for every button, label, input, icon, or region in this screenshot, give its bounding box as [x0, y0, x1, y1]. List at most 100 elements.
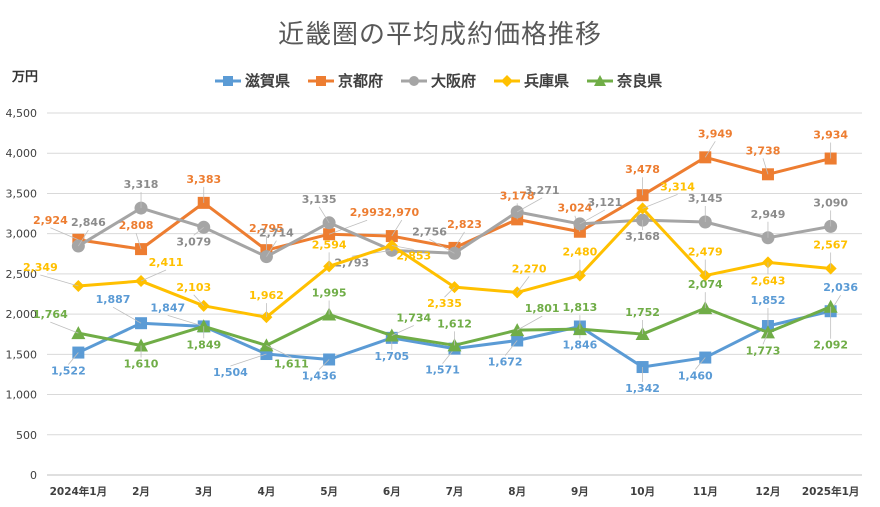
y-tick-label: 4,500	[6, 107, 38, 120]
data-label: 3,478	[625, 163, 660, 176]
data-label: 1,522	[51, 365, 86, 378]
leader-line	[504, 340, 518, 356]
data-label: 1,962	[249, 289, 284, 302]
x-tick-label: 2月	[132, 486, 150, 498]
leader-line	[516, 315, 543, 331]
legend-label: 大阪府	[431, 72, 477, 90]
data-label: 3,383	[186, 173, 221, 186]
leader-line	[193, 294, 205, 307]
data-label: 1,887	[96, 293, 131, 306]
data-point	[196, 319, 211, 333]
leader-line	[429, 238, 455, 254]
legend-swatch	[494, 74, 521, 87]
data-label: 3,318	[124, 178, 159, 191]
data-label: 2,594	[312, 238, 347, 251]
data-label: 1,504	[213, 366, 248, 379]
data-point	[384, 328, 399, 342]
leader-line	[762, 158, 769, 175]
data-label: 2,270	[512, 262, 547, 275]
leader-line	[140, 269, 167, 282]
y-tick-label: 3,000	[6, 228, 38, 241]
leader-line	[167, 315, 204, 327]
data-label: 1,610	[124, 357, 159, 370]
leader-line	[444, 286, 455, 298]
data-label: 2,036	[823, 281, 858, 294]
legend-item: 京都府	[308, 70, 383, 91]
data-label: 2,793	[334, 256, 369, 269]
data-label: 2,993	[350, 206, 385, 219]
data-point	[134, 338, 149, 352]
data-label: 3,271	[525, 184, 560, 197]
y-tick-label: 1,500	[6, 348, 38, 361]
x-tick-label: 8月	[508, 486, 526, 498]
y-tick-label: 0	[30, 469, 37, 482]
data-label: 1,460	[678, 370, 713, 383]
data-label: 2,853	[396, 249, 431, 262]
chart-legend: 滋賀県 京都府 大阪府 兵庫県 奈良県	[215, 70, 662, 91]
data-label: 1,813	[562, 301, 597, 314]
data-label: 1,612	[437, 317, 472, 330]
data-label: 1,773	[746, 344, 781, 357]
x-tick-label: 2024年1月	[50, 485, 108, 498]
leader-line	[391, 219, 403, 237]
data-label: 2,479	[688, 246, 723, 259]
y-tick-label: 4,000	[6, 147, 38, 160]
data-label: 1,672	[488, 355, 523, 368]
leader-line	[50, 227, 79, 241]
legend-label: 兵庫県	[524, 72, 570, 90]
data-label: 1,705	[374, 350, 409, 363]
data-label: 2,756	[412, 225, 447, 238]
data-label: 1,436	[302, 369, 337, 382]
data-point	[71, 326, 86, 340]
x-tick-label: 2025年1月	[802, 485, 860, 498]
data-label: 3,079	[176, 235, 211, 248]
data-label: 2,795	[249, 222, 284, 235]
data-label: 1,342	[625, 382, 660, 395]
data-label: 2,714	[259, 227, 294, 240]
y-tick-label: 2,500	[6, 268, 38, 281]
leader-line	[50, 321, 79, 334]
data-label: 2,567	[813, 238, 848, 251]
leader-line	[391, 245, 414, 250]
data-label: 2,349	[23, 261, 58, 274]
data-label: 1,752	[625, 306, 660, 319]
data-label: 3,949	[698, 127, 733, 140]
data-label: 1,734	[396, 312, 431, 325]
leader-line	[230, 353, 267, 367]
leader-line	[266, 240, 277, 257]
data-label: 2,924	[33, 214, 68, 227]
data-label: 2,480	[562, 245, 597, 258]
data-label: 1,611	[274, 357, 309, 370]
data-label: 1,846	[562, 338, 597, 351]
x-tick-label: 12月	[755, 486, 780, 498]
legend-item: 兵庫県	[494, 70, 569, 91]
data-label: 1,571	[425, 364, 460, 377]
data-label: 2,823	[447, 218, 482, 231]
data-label: 2,970	[384, 206, 419, 219]
data-point	[760, 325, 775, 339]
legend-item: 大阪府	[401, 70, 476, 91]
legend-swatch	[401, 75, 428, 87]
leader-line	[694, 357, 706, 370]
leader-line	[642, 194, 678, 209]
legend-item: 奈良県	[587, 70, 662, 91]
legend-label: 京都府	[338, 72, 384, 90]
x-tick-label: 11月	[693, 486, 718, 498]
y-tick-label: 3,500	[6, 187, 38, 200]
data-label: 3,314	[660, 180, 695, 193]
data-label: 2,103	[176, 281, 211, 294]
data-label: 3,090	[813, 196, 848, 209]
legend-label: 滋賀県	[245, 72, 291, 90]
legend-label: 奈良県	[617, 72, 663, 90]
data-point	[510, 323, 525, 337]
data-label: 1,847	[150, 301, 185, 314]
x-tick-label: 6月	[383, 486, 401, 498]
leader-line	[318, 359, 330, 370]
x-tick-label: 3月	[195, 486, 213, 498]
data-label: 3,168	[625, 230, 660, 243]
data-label: 2,846	[71, 216, 106, 229]
data-label: 3,024	[557, 202, 592, 215]
leader-line	[112, 306, 142, 324]
y-tick-label: 2,000	[6, 308, 38, 321]
